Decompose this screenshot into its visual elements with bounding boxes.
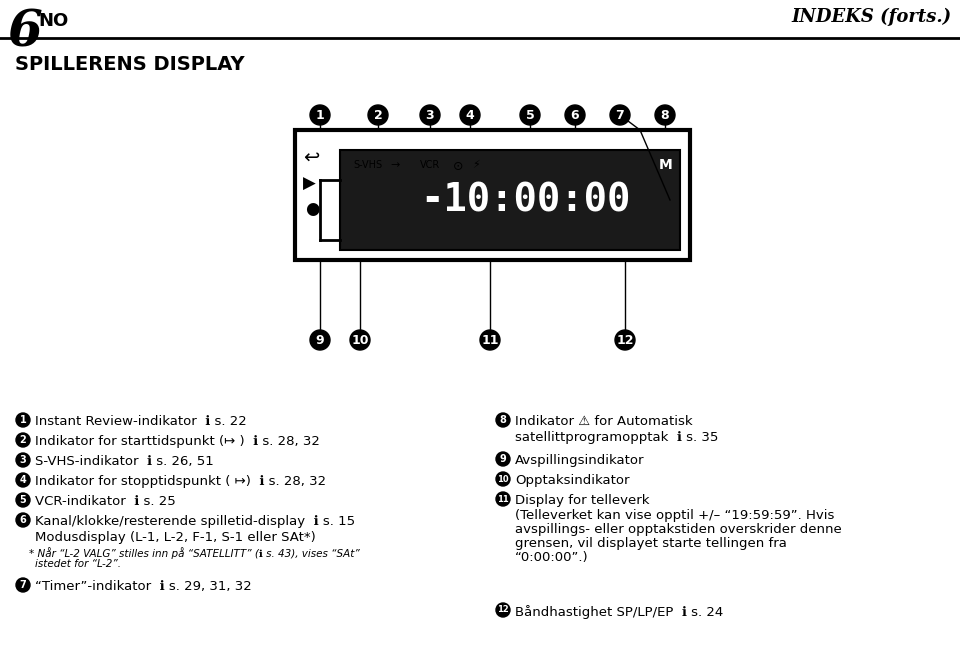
Text: 10: 10 xyxy=(351,333,369,347)
Circle shape xyxy=(520,105,540,125)
Text: 3: 3 xyxy=(425,108,434,122)
Text: 2: 2 xyxy=(19,435,26,445)
Circle shape xyxy=(420,105,440,125)
FancyBboxPatch shape xyxy=(295,130,690,260)
Circle shape xyxy=(496,413,510,427)
Text: S-VHS-indikator  ℹ s. 26, 51: S-VHS-indikator ℹ s. 26, 51 xyxy=(35,455,214,468)
Text: 9: 9 xyxy=(499,454,506,464)
Text: 12: 12 xyxy=(616,333,634,347)
Circle shape xyxy=(16,413,30,427)
Text: VCR: VCR xyxy=(420,160,440,170)
Circle shape xyxy=(368,105,388,125)
Text: Instant Review-indikator  ℹ s. 22: Instant Review-indikator ℹ s. 22 xyxy=(35,415,247,428)
Text: 5: 5 xyxy=(19,495,26,505)
Text: Indikator for starttidspunkt (↦ )  ℹ s. 28, 32: Indikator for starttidspunkt (↦ ) ℹ s. 2… xyxy=(35,435,320,448)
Text: 12: 12 xyxy=(497,605,509,615)
Text: -10:00:00: -10:00:00 xyxy=(420,181,630,219)
Circle shape xyxy=(16,493,30,507)
Text: 6: 6 xyxy=(8,8,43,57)
Circle shape xyxy=(350,330,370,350)
Text: Display for telleverk: Display for telleverk xyxy=(515,494,650,507)
Text: satellittprogramopptak  ℹ s. 35: satellittprogramopptak ℹ s. 35 xyxy=(515,431,718,444)
Text: 8: 8 xyxy=(660,108,669,122)
Text: Kanal/klokke/resterende spilletid-display  ℹ s. 15: Kanal/klokke/resterende spilletid-displa… xyxy=(35,515,355,528)
Text: 5: 5 xyxy=(526,108,535,122)
FancyBboxPatch shape xyxy=(340,150,680,250)
Circle shape xyxy=(460,105,480,125)
Text: Båndhastighet SP/LP/EP  ℹ s. 24: Båndhastighet SP/LP/EP ℹ s. 24 xyxy=(515,605,723,619)
Text: ▶: ▶ xyxy=(303,175,316,193)
Circle shape xyxy=(16,473,30,487)
Circle shape xyxy=(496,452,510,466)
Text: Indikator ⚠ for Automatisk: Indikator ⚠ for Automatisk xyxy=(515,415,692,428)
Circle shape xyxy=(480,330,500,350)
Text: SPILLERENS DISPLAY: SPILLERENS DISPLAY xyxy=(15,55,245,74)
Text: 3: 3 xyxy=(19,455,26,465)
Text: 1: 1 xyxy=(316,108,324,122)
Circle shape xyxy=(16,453,30,467)
Text: Avspillingsindikator: Avspillingsindikator xyxy=(515,454,644,467)
Circle shape xyxy=(610,105,630,125)
Text: 7: 7 xyxy=(19,580,26,590)
Text: avspillings- eller opptakstiden overskrider denne: avspillings- eller opptakstiden overskri… xyxy=(515,523,842,536)
Text: 8: 8 xyxy=(499,415,507,425)
Text: ⚡: ⚡ xyxy=(472,160,480,170)
Circle shape xyxy=(310,330,330,350)
Circle shape xyxy=(16,433,30,447)
Text: * Når “L-2 VALG” stilles inn på “SATELLITT” (ℹ s. 43), vises “SAt”: * Når “L-2 VALG” stilles inn på “SATELLI… xyxy=(29,547,360,559)
Text: 9: 9 xyxy=(316,333,324,347)
Text: →: → xyxy=(391,160,399,170)
Text: VCR-indikator  ℹ s. 25: VCR-indikator ℹ s. 25 xyxy=(35,495,176,508)
Text: 6: 6 xyxy=(19,515,26,525)
Text: 10: 10 xyxy=(497,474,509,484)
Text: 2: 2 xyxy=(373,108,382,122)
Circle shape xyxy=(496,603,510,617)
Text: NO: NO xyxy=(38,12,68,30)
Text: grensen, vil displayet starte tellingen fra: grensen, vil displayet starte tellingen … xyxy=(515,537,787,550)
Text: istedet for “L-2”.: istedet for “L-2”. xyxy=(35,559,121,569)
Text: 4: 4 xyxy=(466,108,474,122)
Text: 11: 11 xyxy=(481,333,499,347)
Text: 4: 4 xyxy=(19,475,26,485)
Text: ●: ● xyxy=(305,200,320,218)
Text: 11: 11 xyxy=(497,494,509,504)
Text: INDEKS (forts.): INDEKS (forts.) xyxy=(792,8,952,26)
Text: 1: 1 xyxy=(19,415,26,425)
Circle shape xyxy=(655,105,675,125)
Text: Indikator for stopptidspunkt ( ↦)  ℹ s. 28, 32: Indikator for stopptidspunkt ( ↦) ℹ s. 2… xyxy=(35,475,326,488)
Text: ⊙: ⊙ xyxy=(453,160,464,173)
Text: M: M xyxy=(659,158,672,172)
Text: Modusdisplay (L-1, L-2, F-1, S-1 eller SAt*): Modusdisplay (L-1, L-2, F-1, S-1 eller S… xyxy=(35,531,316,544)
Circle shape xyxy=(496,492,510,506)
Circle shape xyxy=(565,105,585,125)
Circle shape xyxy=(496,472,510,486)
Text: 7: 7 xyxy=(615,108,624,122)
Text: S-VHS: S-VHS xyxy=(353,160,383,170)
Circle shape xyxy=(310,105,330,125)
Circle shape xyxy=(16,578,30,592)
Text: “0:00:00”.): “0:00:00”.) xyxy=(515,551,588,564)
Text: “Timer”-indikator  ℹ s. 29, 31, 32: “Timer”-indikator ℹ s. 29, 31, 32 xyxy=(35,580,252,593)
Circle shape xyxy=(615,330,635,350)
Text: 6: 6 xyxy=(570,108,579,122)
Text: Opptaksindikator: Opptaksindikator xyxy=(515,474,630,487)
Text: (Telleverket kan vise opptil +/– “19:59:59”. Hvis: (Telleverket kan vise opptil +/– “19:59:… xyxy=(515,509,834,522)
Circle shape xyxy=(16,513,30,527)
Text: ↩: ↩ xyxy=(303,148,320,167)
